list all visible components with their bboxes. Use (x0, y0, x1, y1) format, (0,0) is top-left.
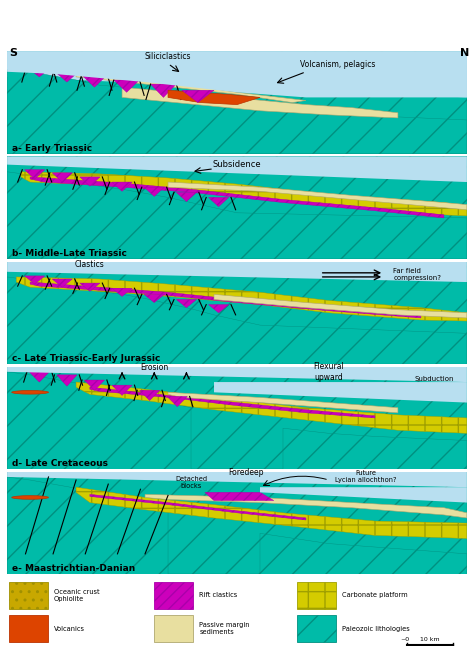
Text: Detached
blocks: Detached blocks (175, 476, 207, 489)
Polygon shape (7, 156, 467, 259)
Polygon shape (145, 495, 467, 518)
Polygon shape (114, 80, 139, 92)
Polygon shape (7, 156, 467, 182)
Polygon shape (7, 277, 467, 364)
Polygon shape (209, 304, 229, 313)
Polygon shape (7, 472, 467, 574)
Polygon shape (7, 477, 168, 574)
Polygon shape (30, 177, 444, 218)
Polygon shape (112, 288, 132, 297)
Polygon shape (214, 382, 467, 402)
Polygon shape (52, 173, 73, 182)
Polygon shape (168, 90, 260, 104)
Text: Subduction: Subduction (415, 376, 455, 382)
Text: Flexural
upward: Flexural upward (314, 362, 344, 382)
Polygon shape (167, 397, 187, 407)
Text: Paleozoic lithologies: Paleozoic lithologies (342, 626, 410, 631)
Polygon shape (176, 192, 197, 202)
Polygon shape (297, 615, 336, 642)
Polygon shape (182, 90, 214, 103)
Polygon shape (27, 67, 52, 77)
Polygon shape (144, 187, 164, 197)
Polygon shape (214, 295, 467, 318)
Polygon shape (154, 582, 193, 609)
Polygon shape (90, 387, 375, 418)
Polygon shape (80, 283, 100, 291)
Text: Carbonate platform: Carbonate platform (342, 593, 408, 598)
Polygon shape (7, 262, 467, 364)
Text: c- Late Triassic-Early Jurassic: c- Late Triassic-Early Jurassic (12, 354, 160, 363)
Text: Volcanics: Volcanics (54, 626, 85, 631)
Text: Siliciclastics: Siliciclastics (145, 53, 191, 62)
Polygon shape (82, 75, 107, 87)
Polygon shape (209, 197, 229, 206)
Polygon shape (283, 428, 467, 469)
Polygon shape (260, 533, 467, 574)
Polygon shape (16, 277, 467, 321)
Polygon shape (25, 276, 45, 284)
Polygon shape (7, 172, 467, 259)
Polygon shape (122, 87, 398, 118)
Polygon shape (84, 380, 105, 390)
Text: Subsidence: Subsidence (213, 160, 261, 169)
Polygon shape (52, 279, 73, 287)
Polygon shape (176, 299, 197, 308)
Text: Volcanism, pelagics: Volcanism, pelagics (301, 60, 376, 69)
Polygon shape (168, 182, 467, 210)
Polygon shape (168, 392, 398, 413)
Polygon shape (7, 51, 467, 154)
Polygon shape (151, 84, 176, 97)
Polygon shape (57, 375, 77, 386)
Text: Oceanic crust
Ophiolite: Oceanic crust Ophiolite (54, 589, 100, 602)
Polygon shape (76, 382, 467, 434)
Polygon shape (25, 170, 45, 179)
Polygon shape (76, 487, 467, 539)
Polygon shape (29, 372, 49, 382)
Polygon shape (260, 487, 467, 502)
Polygon shape (7, 372, 191, 469)
Text: ~0: ~0 (400, 637, 410, 642)
Polygon shape (7, 367, 467, 382)
Polygon shape (9, 615, 48, 642)
Text: a- Early Triassic: a- Early Triassic (12, 143, 92, 153)
Text: b- Middle-Late Triassic: b- Middle-Late Triassic (12, 249, 127, 258)
Ellipse shape (12, 391, 48, 394)
Polygon shape (9, 582, 48, 609)
Text: Future
Lycian allochthon?: Future Lycian allochthon? (335, 471, 396, 484)
Polygon shape (7, 472, 467, 487)
Text: Foredeep: Foredeep (228, 468, 264, 477)
Text: d- Late Cretaceous: d- Late Cretaceous (12, 459, 108, 468)
Text: 10 km: 10 km (420, 637, 440, 642)
Polygon shape (7, 51, 467, 97)
Text: S: S (9, 49, 18, 58)
Polygon shape (7, 69, 467, 154)
Polygon shape (80, 177, 100, 186)
Polygon shape (139, 390, 160, 400)
Polygon shape (205, 493, 274, 500)
Polygon shape (144, 295, 164, 302)
Text: Clastics: Clastics (75, 260, 105, 269)
Polygon shape (76, 74, 306, 103)
Text: Passive margin
sediments: Passive margin sediments (199, 622, 250, 635)
Text: Erosion: Erosion (140, 363, 168, 372)
Polygon shape (30, 282, 421, 318)
Text: Far field
compression?: Far field compression? (393, 269, 441, 282)
Polygon shape (154, 615, 193, 642)
Polygon shape (112, 182, 132, 191)
Polygon shape (90, 495, 306, 520)
Polygon shape (7, 262, 467, 282)
Polygon shape (297, 582, 336, 609)
Text: e- Maastrichtian-Danian: e- Maastrichtian-Danian (12, 564, 135, 573)
Polygon shape (21, 172, 467, 216)
Polygon shape (7, 367, 467, 469)
Polygon shape (54, 71, 80, 82)
Text: N: N (460, 49, 469, 58)
Text: Rift clastics: Rift clastics (199, 593, 237, 598)
Polygon shape (7, 51, 467, 97)
Ellipse shape (12, 496, 48, 499)
Polygon shape (112, 385, 132, 395)
